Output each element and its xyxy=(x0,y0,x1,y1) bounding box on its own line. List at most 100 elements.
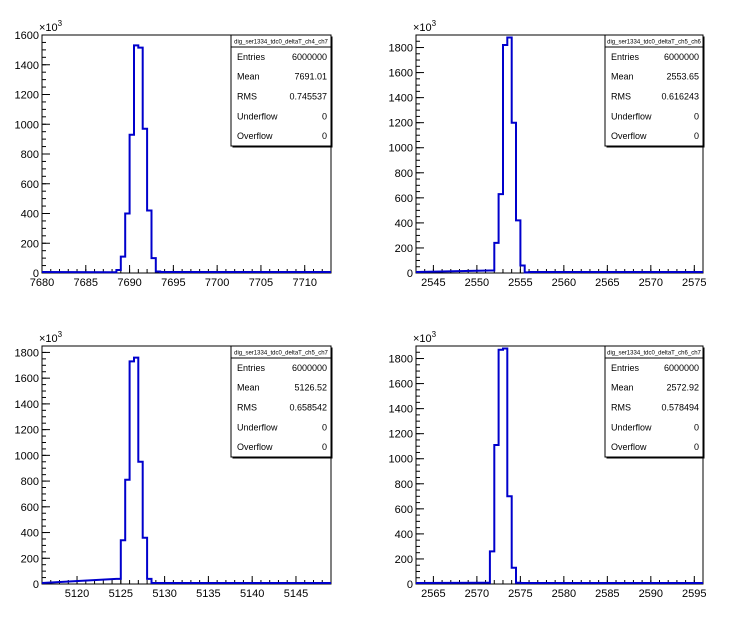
stats-row-value: 0.616243 xyxy=(661,92,699,102)
y-tick-label: 800 xyxy=(21,149,39,161)
histogram-bin xyxy=(525,272,529,273)
x-tick-label: 7705 xyxy=(249,277,273,289)
y-tick-label: 1200 xyxy=(389,118,413,130)
histogram-bin xyxy=(125,480,129,584)
x-tick-label: 2565 xyxy=(595,277,619,289)
histogram-bin xyxy=(138,48,142,273)
histogram-bin xyxy=(121,540,125,584)
stats-row-label: Overflow xyxy=(611,131,647,141)
y-tick-label: 600 xyxy=(21,179,39,191)
y-tick-label: 1400 xyxy=(389,93,413,105)
x-tick-label: 5140 xyxy=(240,588,264,600)
y-tick-label: 0 xyxy=(33,268,39,280)
y-tick-label: 800 xyxy=(21,476,39,488)
y-tick-label: 600 xyxy=(21,502,39,514)
stats-row-value: 2553.65 xyxy=(666,72,699,82)
x-tick-label: 5120 xyxy=(65,588,89,600)
stats-row-label: Overflow xyxy=(237,131,273,141)
histogram-line xyxy=(415,36,703,274)
histogram-bin xyxy=(516,583,520,584)
histogram-bin xyxy=(516,220,520,273)
histogram-bin xyxy=(494,445,498,584)
x-tick-label: 7710 xyxy=(292,277,316,289)
stats-row-value: 0 xyxy=(322,442,327,452)
stats-row-label: RMS xyxy=(611,92,631,102)
histogram-bin xyxy=(121,257,125,273)
y-multiplier-label: ×103 xyxy=(413,19,437,34)
y-multiplier-label: ×103 xyxy=(39,330,63,345)
y-tick-label: 1000 xyxy=(15,450,39,462)
y-tick-label: 800 xyxy=(395,479,413,491)
y-tick-label: 0 xyxy=(33,579,39,591)
y-tick-label: 600 xyxy=(395,504,413,516)
x-tick-label: 5130 xyxy=(152,588,176,600)
x-tick-label: 7700 xyxy=(205,277,229,289)
stats-title: dig_ser1334_tdc0_deltaT_ch4_ch7 xyxy=(234,40,328,46)
x-tick-label: 2570 xyxy=(465,588,489,600)
x-tick-label: 2575 xyxy=(682,277,706,289)
y-tick-label: 400 xyxy=(395,529,413,541)
stats-row-label: Overflow xyxy=(237,442,273,452)
y-tick-label: 1000 xyxy=(15,119,39,131)
stats-title: dig_ser1334_tdc0_deltaT_ch5_ch6 xyxy=(607,40,701,46)
y-multiplier-exponent: 3 xyxy=(58,19,63,28)
y-tick-label: 400 xyxy=(21,209,39,221)
y-tick-label: 200 xyxy=(395,243,413,255)
stats-row-label: Underflow xyxy=(611,422,652,432)
histogram-bin xyxy=(138,462,142,584)
x-tick-label: 2555 xyxy=(508,277,532,289)
histogram-bin xyxy=(125,214,129,274)
y-multiplier-base: ×10 xyxy=(413,333,432,345)
histogram-bin xyxy=(147,211,151,273)
histogram-bin xyxy=(156,272,160,273)
stats-row-value: 0.658542 xyxy=(289,403,327,413)
stats-row-value: 6000000 xyxy=(664,363,699,373)
stats-row-value: 6000000 xyxy=(664,52,699,62)
x-tick-label: 5135 xyxy=(196,588,220,600)
y-tick-label: 1800 xyxy=(389,43,413,55)
y-tick-label: 200 xyxy=(21,553,39,565)
histogram-bin xyxy=(503,45,507,273)
stats-row-label: Entries xyxy=(237,363,266,373)
y-tick-label: 600 xyxy=(395,193,413,205)
stats-row-value: 0 xyxy=(322,111,327,121)
stats-row-value: 0 xyxy=(322,131,327,141)
y-multiplier-label: ×103 xyxy=(413,330,437,345)
histogram-bin xyxy=(520,265,524,273)
stats-box-frame xyxy=(604,34,704,147)
y-multiplier-base: ×10 xyxy=(413,22,432,34)
x-tick-label: 7695 xyxy=(161,277,185,289)
histogram-bin xyxy=(494,243,498,273)
x-tick-label: 2560 xyxy=(552,277,576,289)
x-tick-label: 2580 xyxy=(552,588,576,600)
y-tick-label: 1400 xyxy=(389,404,413,416)
histogram-bin xyxy=(512,568,516,584)
stats-row-value: 2572.92 xyxy=(666,383,699,393)
stats-row-value: 6000000 xyxy=(292,52,327,62)
y-tick-label: 1600 xyxy=(15,30,39,42)
stats-row-label: RMS xyxy=(237,92,257,102)
y-tick-label: 1800 xyxy=(15,347,39,359)
histogram-bin xyxy=(143,129,147,273)
histogram-bin xyxy=(147,579,151,584)
y-tick-label: 1200 xyxy=(15,425,39,437)
histogram-panel-3: 0 200 400 600 800 1000 1200 1400 1600 1800 5120 512… xyxy=(15,330,333,600)
stats-row-label: RMS xyxy=(611,403,631,413)
stats-row-label: Mean xyxy=(237,72,260,82)
stats-row-label: Entries xyxy=(237,52,266,62)
x-tick-label: 2590 xyxy=(639,588,663,600)
stats-row-value: 5126.52 xyxy=(294,383,327,393)
y-tick-label: 1400 xyxy=(15,399,39,411)
y-tick-label: 1000 xyxy=(389,454,413,466)
histogram-bin xyxy=(512,123,516,273)
stats-row-label: Underflow xyxy=(237,111,278,121)
histogram-panel-4: 0 200 400 600 800 1000 1200 1400 1600 1800 2565 257… xyxy=(389,330,707,600)
stats-box-frame xyxy=(230,345,332,458)
y-multiplier-base: ×10 xyxy=(39,22,58,34)
histogram-bin xyxy=(151,258,155,273)
stats-row-value: 0 xyxy=(322,422,327,432)
x-tick-label: 2550 xyxy=(465,277,489,289)
stats-row-value: 0 xyxy=(694,131,699,141)
stats-box-frame xyxy=(230,34,332,147)
histogram-bin xyxy=(116,270,120,273)
